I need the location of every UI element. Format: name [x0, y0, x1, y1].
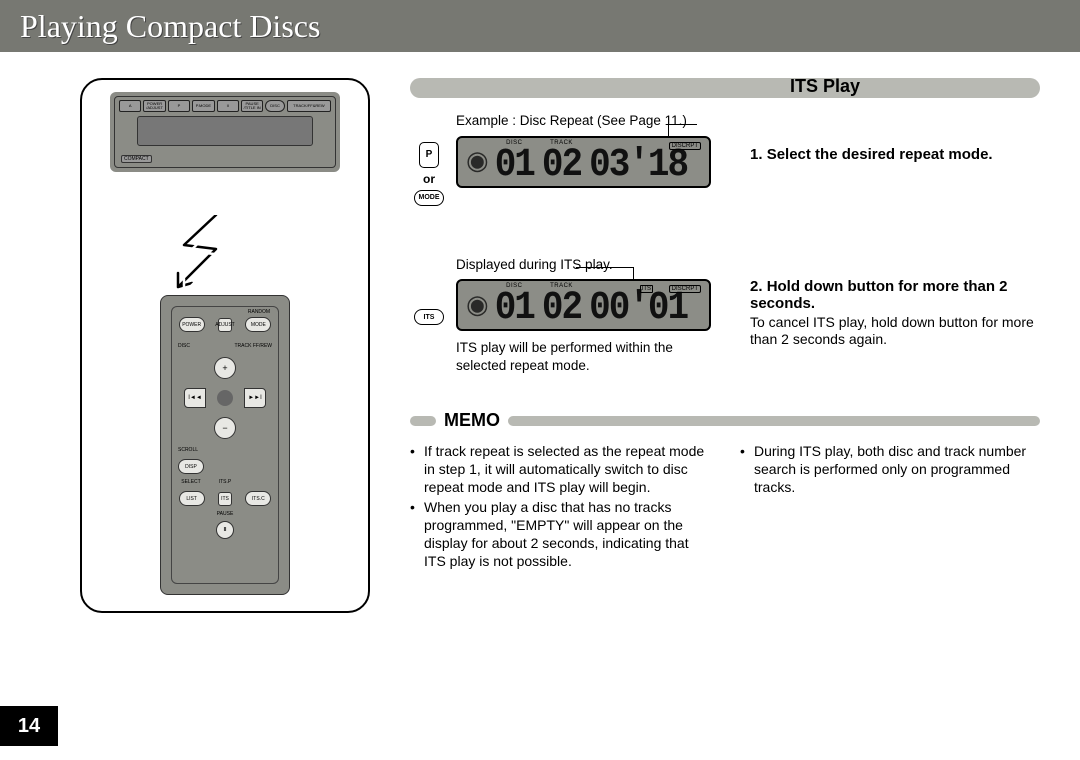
step1-block: Example : Disc Repeat (See Page 11.) P o… [410, 112, 1040, 206]
lcd1-time: 03'18 [589, 146, 687, 183]
remote-center-button [217, 390, 233, 406]
memo-item: If track repeat is selected as the repea… [424, 443, 710, 497]
page-number: 14 [0, 706, 58, 746]
lcd1-badge: DISCRPT [669, 142, 701, 150]
remote-list-button: LIST [179, 491, 205, 506]
memo-heading: MEMO [444, 410, 500, 431]
remote-select-label: SELECT [178, 479, 204, 485]
memo-item: When you play a disc that has no tracks … [424, 499, 710, 571]
memo-col2: During ITS play, both disc and track num… [740, 443, 1040, 572]
lcd2-time: 00'01 [589, 289, 687, 326]
step2-caption: Displayed during ITS play. [456, 256, 730, 274]
p-button-icon: P [419, 142, 439, 168]
step2-below: ITS play will be performed within the se… [456, 339, 726, 374]
remote-prev-button: I◄◄ [184, 388, 206, 408]
remote-track-label: TRACK FF/REW [235, 343, 273, 349]
step2-block: Displayed during ITS play. ITS ◉ DISC 01… [410, 256, 1040, 381]
hu-lcd [137, 116, 313, 146]
lcd1-disc: 01 [495, 146, 534, 183]
remote-plus-button: + [214, 357, 236, 379]
remote-disc-label: DISC [178, 343, 190, 349]
hu-p-button: P [168, 100, 190, 112]
cd-logo: COMPACT [121, 155, 152, 163]
section-title: ITS Play [790, 76, 860, 97]
remote-dpad: + − I◄◄ ►►I [184, 357, 266, 439]
section-header: ITS Play [410, 78, 1040, 98]
lcd1-track: 02 [542, 146, 581, 183]
mode-button-icon: MODE [414, 190, 444, 206]
remote-disp-button: DISP [178, 459, 204, 474]
lcd2-disc: 01 [495, 289, 534, 326]
or-label: or [423, 172, 435, 186]
lcd2-its-badge: ITS [640, 285, 653, 293]
step2-instruction: 2. Hold down button for more than 2 seco… [750, 278, 1040, 312]
remote-mode-button: MODE [245, 317, 271, 332]
page-title: Playing Compact Discs [20, 8, 320, 45]
remote-random-label [216, 309, 234, 315]
remote-adjust-button: ADJUST [218, 318, 232, 332]
remote-minus-button: − [214, 417, 236, 439]
step1-lcd: ◉ DISC 01 TRACK 02 03'18 DISCRPT [456, 136, 711, 188]
hu-pause-button: PAUSE /TITLE IN [241, 100, 263, 112]
hu-disc-button: DISC [265, 100, 284, 112]
remote-itsp-label: ITS.P [216, 479, 234, 485]
head-unit: A POWER /ADJUST P P.MODE II PAUSE /TITLE… [110, 92, 340, 172]
its-button-icon: ITS [414, 309, 444, 325]
step1-instruction: 1. Select the desired repeat mode. [750, 146, 1040, 163]
remote-power-button: POWER [179, 317, 205, 332]
remote: RANDOM POWER ADJUST MODE DISC TRACK FF/R… [160, 295, 290, 595]
remote-pause-label: PAUSE [172, 511, 278, 517]
step1-button-stack: P or MODE [410, 142, 448, 206]
device-panel: A POWER /ADJUST P P.MODE II PAUSE /TITLE… [80, 78, 370, 613]
memo-item: During ITS play, both disc and track num… [754, 443, 1040, 497]
remote-its-button: ITS [218, 492, 232, 506]
hu-pause-icon: II [217, 100, 239, 112]
remote-itsc-button: ITS.C [245, 491, 271, 506]
title-bar: Playing Compact Discs [0, 0, 1080, 52]
hu-power-button: POWER /ADJUST [143, 100, 165, 112]
memo-col1: If track repeat is selected as the repea… [410, 443, 710, 572]
remote-random-label: RANDOM [246, 309, 272, 315]
hu-pmode-button: P.MODE [192, 100, 214, 112]
lcd2-track: 02 [542, 289, 581, 326]
step2-body: To cancel ITS play, hold down button for… [750, 314, 1040, 349]
lcd2-badge: DISCRPT [669, 285, 701, 293]
remote-pause-button: II [216, 521, 234, 539]
remote-next-button: ►►I [244, 388, 266, 408]
disc-icon: ◉ [466, 289, 489, 320]
remote-scroll-label: SCROLL [178, 447, 198, 453]
memo-section: MEMO If track repeat is selected as the … [410, 410, 1040, 572]
disc-icon: ◉ [466, 145, 489, 176]
step2-lcd: ◉ DISC 01 TRACK 02 00'01 ITS DISCRPT [456, 279, 711, 331]
hu-track-button: TRACK/FF&REW [287, 100, 331, 112]
step1-example: Example : Disc Repeat (See Page 11.) [456, 112, 730, 130]
content: ITS Play Example : Disc Repeat (See Page… [410, 78, 1040, 613]
hu-a-button: A [119, 100, 141, 112]
